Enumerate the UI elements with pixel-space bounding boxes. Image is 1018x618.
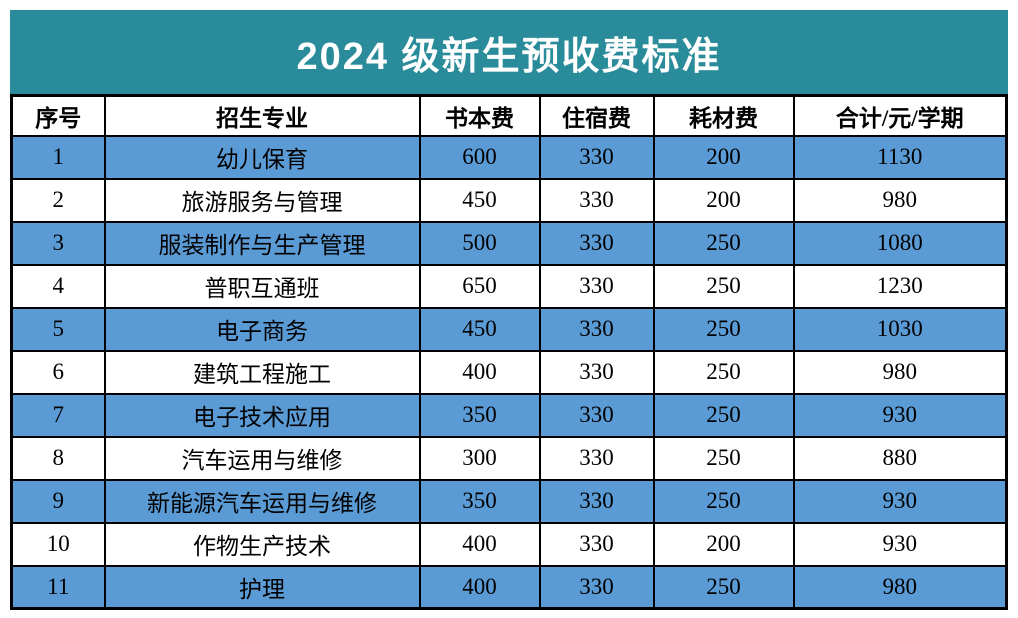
cell-total: 1030 [792, 306, 1008, 352]
column-header-consumables-fee: 耗材费 [652, 94, 795, 137]
cell-book-fee: 400 [418, 521, 541, 567]
cell-major: 新能源汽车运用与维修 [103, 478, 421, 524]
cell-consumables-fee: 200 [652, 521, 795, 567]
table-row: 5 电子商务 450 330 250 1030 [10, 306, 1008, 352]
cell-major: 幼儿保育 [103, 134, 421, 180]
cell-major: 作物生产技术 [103, 521, 421, 567]
cell-major: 普职互通班 [103, 263, 421, 309]
cell-consumables-fee: 250 [652, 263, 795, 309]
header-row: 序号 招生专业 书本费 住宿费 耗材费 合计/元/学期 [10, 94, 1008, 137]
cell-total: 980 [792, 177, 1008, 223]
cell-index: 8 [10, 435, 106, 481]
cell-accommodation-fee: 330 [538, 478, 655, 524]
cell-total: 880 [792, 435, 1008, 481]
table-row: 6 建筑工程施工 400 330 250 980 [10, 349, 1008, 395]
cell-major: 建筑工程施工 [103, 349, 421, 395]
table-row: 3 服装制作与生产管理 500 330 250 1080 [10, 220, 1008, 266]
table-row: 2 旅游服务与管理 450 330 200 980 [10, 177, 1008, 223]
table-row: 11 护理 400 330 250 980 [10, 564, 1008, 610]
cell-book-fee: 450 [418, 177, 541, 223]
cell-total: 1230 [792, 263, 1008, 309]
cell-consumables-fee: 250 [652, 478, 795, 524]
table-row: 4 普职互通班 650 330 250 1230 [10, 263, 1008, 309]
cell-accommodation-fee: 330 [538, 564, 655, 610]
cell-accommodation-fee: 330 [538, 306, 655, 352]
cell-accommodation-fee: 330 [538, 134, 655, 180]
fee-table: 序号 招生专业 书本费 住宿费 耗材费 合计/元/学期 1 幼儿保育 600 330 2… [10, 94, 1008, 610]
cell-index: 5 [10, 306, 106, 352]
title-bar: 2024 级新生预收费标准 [10, 10, 1008, 94]
cell-total: 930 [792, 392, 1008, 438]
cell-book-fee: 400 [418, 564, 541, 610]
cell-consumables-fee: 250 [652, 349, 795, 395]
cell-major: 服装制作与生产管理 [103, 220, 421, 266]
cell-total: 930 [792, 478, 1008, 524]
cell-consumables-fee: 250 [652, 435, 795, 481]
cell-book-fee: 450 [418, 306, 541, 352]
column-header-index: 序号 [10, 94, 106, 137]
cell-index: 4 [10, 263, 106, 309]
cell-index: 10 [10, 521, 106, 567]
column-header-total: 合计/元/学期 [792, 94, 1008, 137]
cell-accommodation-fee: 330 [538, 435, 655, 481]
cell-consumables-fee: 250 [652, 220, 795, 266]
cell-total: 1130 [792, 134, 1008, 180]
cell-major: 汽车运用与维修 [103, 435, 421, 481]
table-row: 7 电子技术应用 350 330 250 930 [10, 392, 1008, 438]
cell-consumables-fee: 200 [652, 134, 795, 180]
fee-schedule-page: 2024 级新生预收费标准 序号 招生专业 书本费 住宿费 耗材费 合计/元/学… [10, 10, 1008, 610]
cell-index: 2 [10, 177, 106, 223]
cell-major: 护理 [103, 564, 421, 610]
cell-total: 980 [792, 349, 1008, 395]
cell-accommodation-fee: 330 [538, 220, 655, 266]
cell-accommodation-fee: 330 [538, 349, 655, 395]
cell-index: 3 [10, 220, 106, 266]
cell-accommodation-fee: 330 [538, 177, 655, 223]
cell-index: 11 [10, 564, 106, 610]
cell-consumables-fee: 200 [652, 177, 795, 223]
cell-total: 980 [792, 564, 1008, 610]
cell-book-fee: 600 [418, 134, 541, 180]
page-title: 2024 级新生预收费标准 [296, 35, 722, 78]
cell-total: 1080 [792, 220, 1008, 266]
table-row: 1 幼儿保育 600 330 200 1130 [10, 134, 1008, 180]
cell-book-fee: 350 [418, 392, 541, 438]
cell-major: 电子技术应用 [103, 392, 421, 438]
cell-consumables-fee: 250 [652, 564, 795, 610]
cell-accommodation-fee: 330 [538, 521, 655, 567]
cell-accommodation-fee: 330 [538, 392, 655, 438]
column-header-accommodation-fee: 住宿费 [538, 94, 655, 137]
cell-total: 930 [792, 521, 1008, 567]
column-header-book-fee: 书本费 [418, 94, 541, 137]
cell-book-fee: 400 [418, 349, 541, 395]
cell-book-fee: 350 [418, 478, 541, 524]
cell-book-fee: 500 [418, 220, 541, 266]
table-row: 10 作物生产技术 400 330 200 930 [10, 521, 1008, 567]
cell-major: 电子商务 [103, 306, 421, 352]
column-header-major: 招生专业 [103, 94, 421, 137]
cell-major: 旅游服务与管理 [103, 177, 421, 223]
cell-index: 1 [10, 134, 106, 180]
cell-consumables-fee: 250 [652, 392, 795, 438]
cell-book-fee: 300 [418, 435, 541, 481]
cell-index: 6 [10, 349, 106, 395]
cell-book-fee: 650 [418, 263, 541, 309]
cell-index: 9 [10, 478, 106, 524]
table-row: 8 汽车运用与维修 300 330 250 880 [10, 435, 1008, 481]
cell-consumables-fee: 250 [652, 306, 795, 352]
table-row: 9 新能源汽车运用与维修 350 330 250 930 [10, 478, 1008, 524]
cell-index: 7 [10, 392, 106, 438]
cell-accommodation-fee: 330 [538, 263, 655, 309]
